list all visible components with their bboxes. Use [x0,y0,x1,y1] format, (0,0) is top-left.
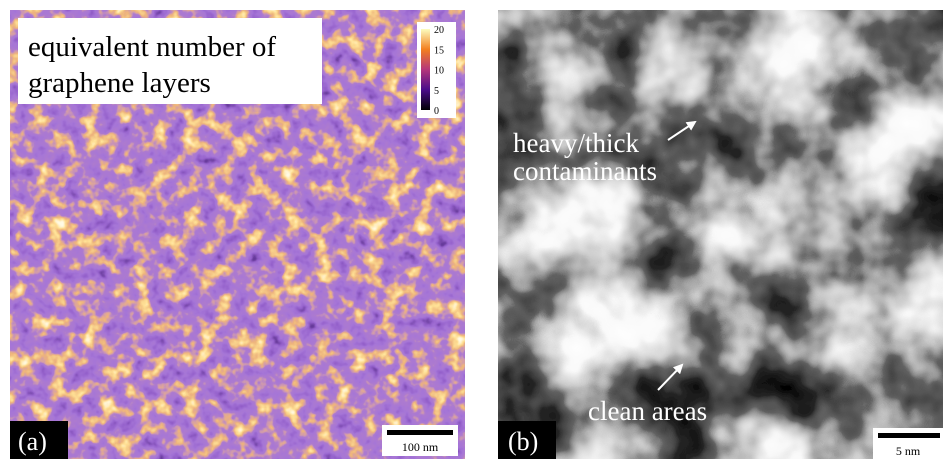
scale-bar [387,430,453,435]
annotation: clean areas [588,396,707,426]
colorbar-tick-label: 0 [434,106,439,117]
figure: equivalent number of graphene layers 20 1… [0,0,943,459]
colorbar-tick-label: 5 [434,86,439,97]
panel-label: (b) [508,427,538,456]
annotation: equivalent number of [28,31,276,63]
panel-label: (a) [18,427,47,456]
panel-a: equivalent number of graphene layers 20 1… [10,10,465,459]
tem-image [498,10,943,459]
colorbar [421,29,430,110]
colorbar-tick-label: 15 [434,45,444,56]
scale-bar-label: 100 nm [402,440,439,454]
annotation: contaminants [513,156,657,186]
annotation: graphene layers [28,67,211,99]
scale-bar-label: 5 nm [896,444,921,458]
annotation: heavy/thick [513,128,639,158]
colorbar-tick-label: 10 [434,66,444,77]
scale-bar [878,433,940,438]
colorbar-tick-label: 20 [434,25,444,36]
panel-b: heavy/thick contaminants clean areas (b)… [498,10,943,459]
